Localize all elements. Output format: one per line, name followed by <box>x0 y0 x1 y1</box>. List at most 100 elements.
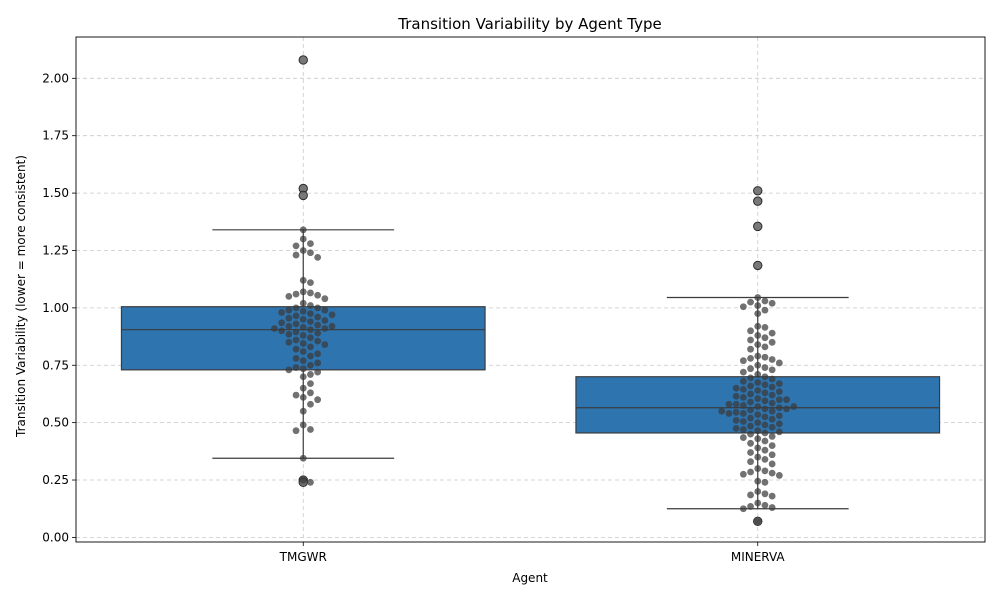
swarm-point <box>754 453 762 461</box>
swarm-point <box>739 410 747 417</box>
swarm-point <box>754 371 762 378</box>
swarm-point <box>285 338 293 346</box>
swarm-point <box>299 315 307 323</box>
swarm-point <box>307 302 314 309</box>
y-tick-label: 1.75 <box>42 129 69 143</box>
swarm-point <box>747 398 754 406</box>
plot-frame <box>75 36 986 543</box>
swarm-point <box>775 404 783 412</box>
swarm-point <box>725 410 733 417</box>
swarm-point <box>292 364 300 371</box>
swarm-point <box>754 387 762 394</box>
swarm-point <box>328 322 336 330</box>
swarm-point <box>761 334 769 342</box>
swarm-point <box>775 396 783 404</box>
swarm-point <box>292 328 300 336</box>
swarm-point <box>768 391 776 399</box>
swarm-point <box>299 365 307 373</box>
swarm-point <box>292 354 300 362</box>
swarm-point <box>307 249 314 257</box>
swarm-point <box>790 403 798 410</box>
swarm-point <box>775 359 783 367</box>
swarm-point <box>314 396 322 404</box>
swarm-point <box>285 366 293 374</box>
swarm-point <box>739 470 747 478</box>
swarm-point <box>754 444 762 452</box>
swarm-point <box>768 356 776 363</box>
swarm-point <box>292 391 300 399</box>
swarm-point <box>278 309 286 316</box>
swarm-point <box>761 353 769 361</box>
swarm-point <box>307 279 314 287</box>
swarm-point <box>747 414 754 422</box>
swarm-point <box>754 379 762 386</box>
swarm-point <box>299 340 307 347</box>
swarm-point <box>307 400 314 408</box>
swarm-point <box>299 384 307 392</box>
swarm-point <box>307 343 314 351</box>
swarm-point <box>747 336 754 344</box>
swarm-point <box>307 240 314 247</box>
swarm-point <box>754 341 762 348</box>
swarm-point <box>299 393 307 401</box>
swarm-point <box>314 368 322 376</box>
swarm-point <box>754 499 762 507</box>
swarm-point <box>285 292 293 300</box>
swarm-point <box>278 319 286 327</box>
swarm-point <box>754 411 762 419</box>
swarm-point <box>754 403 762 410</box>
swarm-point <box>278 327 286 335</box>
swarm-point <box>292 320 300 328</box>
swarm-point <box>292 336 300 344</box>
y-tick-label: 0.75 <box>42 358 69 372</box>
swarm-point <box>314 313 322 321</box>
swarm-point <box>747 374 754 382</box>
swarm-point <box>321 341 329 348</box>
box-group-minerva <box>575 186 941 527</box>
swarm-point <box>292 427 300 435</box>
y-tick-label: 1.00 <box>42 301 69 315</box>
swarm-point <box>754 395 762 402</box>
swarm-point <box>761 297 769 305</box>
swarm-point <box>761 437 769 445</box>
swarm-point <box>747 439 754 447</box>
swarm-point <box>768 442 776 449</box>
swarm-point <box>775 412 783 420</box>
swarm-point <box>754 361 762 369</box>
swarm-point <box>307 389 314 397</box>
grid-lines <box>76 37 985 542</box>
swarm-point <box>747 406 754 414</box>
swarm-point <box>299 323 307 331</box>
swarm-point <box>307 318 314 326</box>
swarm-point <box>321 306 329 314</box>
swarm-point <box>299 276 307 284</box>
swarm-point <box>775 388 783 396</box>
swarm-point <box>775 472 783 479</box>
swarm-point <box>299 332 307 339</box>
swarm-point <box>775 420 783 428</box>
swarm-point <box>761 455 769 463</box>
swarm-point <box>732 416 740 424</box>
swarm-point <box>761 306 769 314</box>
swarm-point <box>285 306 293 314</box>
swarm-point <box>747 458 754 466</box>
outlier-marker <box>298 55 308 65</box>
swarm-point <box>775 428 783 436</box>
swarm-point <box>761 490 769 498</box>
swarm-point <box>725 400 733 408</box>
swarm-point <box>768 433 776 440</box>
swarm-point <box>747 345 754 353</box>
swarm-point <box>761 397 769 405</box>
swarm-point <box>292 251 300 259</box>
swarm-point <box>761 413 769 421</box>
swarm-point <box>307 371 314 378</box>
swarm-point <box>299 288 307 296</box>
swarm-point <box>747 382 754 390</box>
swarm-point <box>739 357 747 365</box>
swarm-point <box>739 377 747 385</box>
swarm-point <box>768 383 776 391</box>
swarm-point <box>754 465 762 472</box>
swarm-point <box>732 408 740 416</box>
swarm-point <box>732 400 740 408</box>
swarm-point <box>739 385 747 393</box>
